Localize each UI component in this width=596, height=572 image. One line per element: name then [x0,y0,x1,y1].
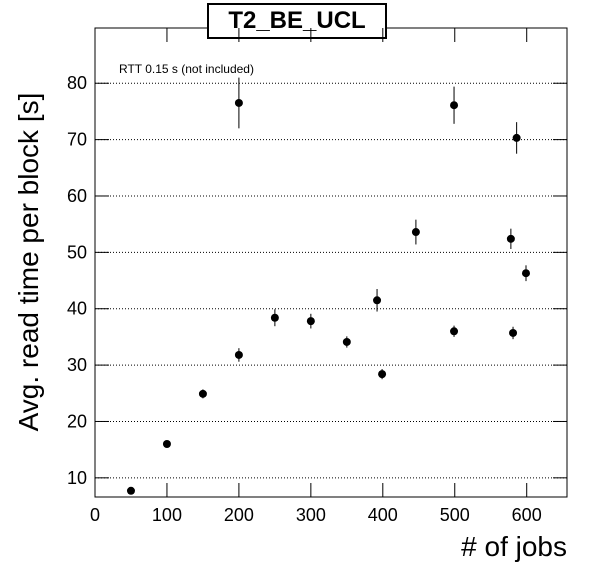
y-tick-label: 70 [67,130,87,150]
x-tick-label: 600 [512,505,542,525]
point [509,328,518,337]
point [450,327,459,336]
point [450,101,459,110]
x-tick-label: 100 [152,505,182,525]
x-tick-label: 0 [90,505,100,525]
point [373,296,382,305]
y-tick-label: 30 [67,355,87,375]
annotation: RTT 0.15 s (not included) [119,62,254,76]
point [512,133,521,142]
x-tick-label: 500 [440,505,470,525]
y-tick-label: 40 [67,299,87,319]
point [198,389,207,398]
point [234,350,243,359]
point [234,98,243,107]
y-tick-label: 10 [67,468,87,488]
x-axis-label: # of jobs [461,531,567,562]
point [378,370,387,379]
point [270,313,279,322]
point [126,486,135,495]
y-tick-label: 80 [67,73,87,93]
point [342,337,351,346]
y-tick-label: 20 [67,411,87,431]
point [411,228,420,237]
chart-title: T2_BE_UCL [228,7,365,34]
point [506,234,515,243]
point [521,269,530,278]
plot-frame [94,27,568,498]
y-axis-label: Avg. read time per block [s] [13,93,44,432]
point [162,440,171,449]
x-tick-label: 200 [224,505,254,525]
x-tick-label: 300 [296,505,326,525]
y-tick-label: 60 [67,186,87,206]
x-tick-label: 400 [368,505,398,525]
y-tick-label: 50 [67,242,87,262]
title-box [207,3,387,39]
point [306,317,315,326]
